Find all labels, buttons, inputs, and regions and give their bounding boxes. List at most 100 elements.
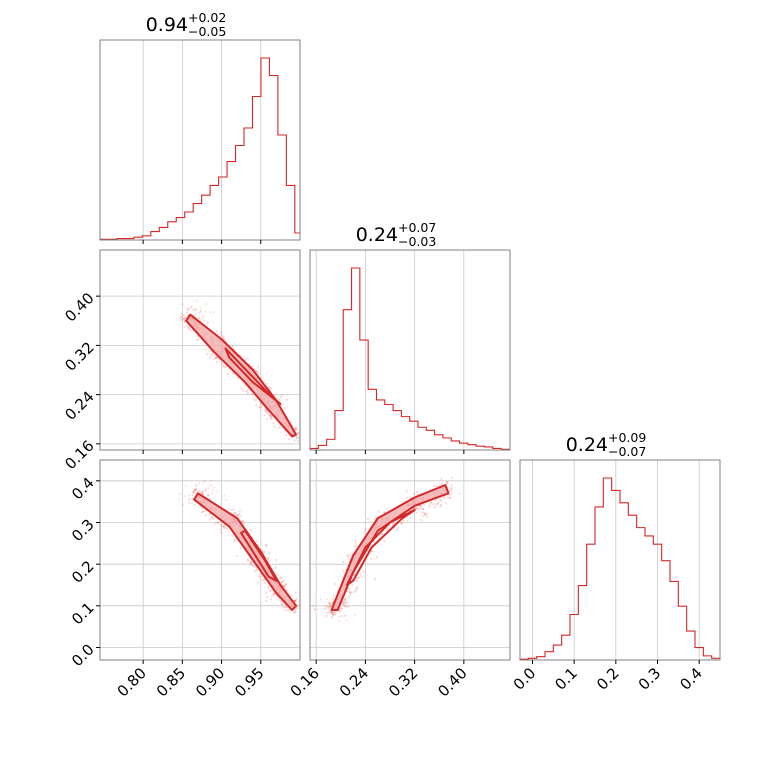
sample-point bbox=[446, 482, 449, 485]
sample-point bbox=[421, 507, 425, 511]
sample-point bbox=[280, 580, 283, 583]
sample-point bbox=[198, 489, 201, 493]
sample-point bbox=[359, 573, 362, 576]
sample-point bbox=[198, 481, 201, 484]
histogram-p0 bbox=[99, 57, 300, 240]
xtick-label: 0.85 bbox=[153, 664, 189, 700]
sample-point bbox=[428, 506, 431, 509]
sample-point bbox=[383, 511, 386, 514]
sample-point bbox=[432, 485, 436, 488]
sample-point bbox=[258, 572, 262, 575]
sample-point bbox=[187, 325, 190, 328]
sample-point bbox=[295, 597, 298, 600]
sample-point bbox=[183, 325, 186, 328]
sample-point bbox=[201, 491, 204, 494]
sample-point bbox=[423, 512, 426, 515]
sample-point bbox=[426, 515, 429, 518]
sample-point bbox=[212, 517, 215, 521]
sample-point bbox=[330, 612, 334, 615]
sample-point bbox=[285, 433, 288, 437]
sample-point bbox=[263, 578, 266, 581]
sample-point bbox=[332, 612, 335, 615]
sample-point bbox=[255, 569, 258, 572]
sample-point bbox=[292, 610, 296, 613]
sample-point bbox=[195, 483, 198, 486]
sample-point bbox=[236, 513, 239, 517]
sample-point bbox=[274, 566, 277, 569]
sample-point bbox=[296, 439, 299, 442]
sample-point bbox=[182, 317, 185, 320]
sample-point bbox=[417, 508, 420, 511]
sample-point bbox=[266, 557, 269, 560]
xtick-label: 0.40 bbox=[434, 664, 470, 700]
sample-point bbox=[246, 389, 249, 392]
ytick-label: 0.24 bbox=[61, 388, 97, 424]
sample-point bbox=[235, 514, 238, 517]
sample-point bbox=[260, 377, 263, 380]
sample-point bbox=[303, 434, 305, 436]
sample-point bbox=[255, 370, 259, 374]
sample-point bbox=[367, 518, 370, 521]
sample-point bbox=[208, 484, 211, 487]
sample-point bbox=[190, 502, 194, 505]
sample-point bbox=[182, 314, 185, 317]
ytick-label: 0.1 bbox=[68, 599, 98, 629]
sample-point bbox=[270, 415, 273, 418]
sample-point bbox=[187, 307, 190, 310]
sample-point bbox=[270, 588, 273, 592]
sample-point bbox=[286, 589, 289, 592]
sample-point bbox=[415, 511, 418, 514]
sample-point bbox=[279, 576, 282, 579]
sample-point bbox=[386, 508, 389, 511]
xtick-label: 0.95 bbox=[231, 664, 267, 700]
sample-point bbox=[235, 555, 238, 558]
sample-point bbox=[293, 599, 296, 602]
sample-point bbox=[249, 561, 253, 565]
ytick-label: 0.16 bbox=[61, 437, 97, 473]
sample-point bbox=[250, 560, 253, 564]
sample-point bbox=[195, 299, 198, 302]
sample-point bbox=[201, 507, 204, 510]
scatter-plot-area bbox=[100, 250, 305, 450]
hist-panel-p2: 0.24 +0.09−0.07 bbox=[519, 430, 721, 664]
sample-point bbox=[391, 523, 394, 526]
sample-point bbox=[283, 586, 286, 589]
sample-point bbox=[423, 513, 427, 516]
sample-point bbox=[193, 488, 196, 491]
panel-frame bbox=[309, 459, 511, 661]
sample-point bbox=[179, 492, 182, 495]
panel-frame bbox=[99, 249, 301, 451]
sample-point bbox=[263, 413, 266, 417]
sample-point bbox=[412, 492, 416, 495]
sample-point bbox=[188, 326, 191, 330]
sample-point bbox=[312, 604, 315, 607]
sample-point bbox=[280, 580, 284, 584]
sample-point bbox=[268, 414, 271, 417]
sample-point bbox=[294, 428, 297, 431]
sample-point bbox=[193, 309, 196, 312]
sample-point bbox=[265, 382, 268, 385]
sample-point bbox=[438, 484, 441, 487]
xtick-label: 0.32 bbox=[385, 664, 421, 700]
sample-point bbox=[265, 543, 268, 547]
sample-point bbox=[381, 532, 384, 536]
sample-point bbox=[268, 589, 271, 593]
sample-point bbox=[191, 309, 194, 312]
sample-point bbox=[246, 558, 249, 561]
title-median-p2: 0.24 bbox=[566, 434, 608, 456]
sample-point bbox=[400, 522, 403, 525]
sample-point bbox=[215, 360, 219, 363]
sample-point bbox=[343, 601, 346, 604]
sample-point bbox=[362, 570, 365, 573]
xtick-label: 0.4 bbox=[676, 664, 706, 694]
sample-point bbox=[343, 604, 346, 607]
sample-point bbox=[293, 439, 296, 442]
sample-point bbox=[188, 501, 191, 504]
sample-point bbox=[187, 327, 190, 331]
sample-point bbox=[268, 559, 271, 562]
sample-point bbox=[239, 515, 242, 518]
sample-point bbox=[326, 611, 329, 615]
sample-point bbox=[421, 511, 424, 514]
sample-point bbox=[337, 619, 340, 622]
sample-point bbox=[283, 407, 286, 410]
